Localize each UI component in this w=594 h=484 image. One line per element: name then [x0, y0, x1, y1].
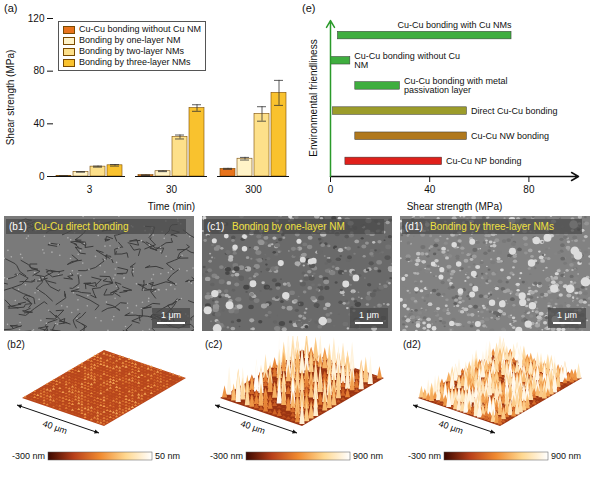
html-text:Bonding by one-layer NM: Bonding by one-layer NM — [79, 35, 181, 45]
svg-text:1 μm: 1 μm — [359, 310, 379, 320]
svg-text:1 μm: 1 μm — [161, 310, 181, 320]
svg-text:80: 80 — [33, 65, 45, 76]
svg-text:300: 300 — [245, 184, 262, 195]
svg-text:Cu-Cu bonding with Cu NMs: Cu-Cu bonding with Cu NMs — [397, 20, 512, 30]
html-text:Cu-Cu bonding without Cu NM: Cu-Cu bonding without Cu NM — [79, 24, 202, 34]
svg-text:Direct Cu-Cu bonding: Direct Cu-Cu bonding — [471, 106, 558, 116]
svg-text:3: 3 — [87, 184, 93, 195]
svg-text:Bonding by three-layer NMs: Bonding by three-layer NMs — [430, 221, 554, 232]
svg-text:-300 nm: -300 nm — [12, 451, 45, 461]
svg-text:Time (min): Time (min) — [148, 201, 195, 212]
html-text:(a): (a) — [4, 2, 18, 14]
svg-text:Cu-Cu direct bonding: Cu-Cu direct bonding — [34, 221, 129, 232]
svg-text:900 nm: 900 nm — [353, 451, 383, 461]
svg-text:-300 nm: -300 nm — [408, 451, 441, 461]
svg-text:(b1): (b1) — [9, 221, 27, 232]
html-text:(e): (e) — [302, 2, 316, 14]
svg-text:-300 nm: -300 nm — [210, 451, 243, 461]
svg-text:1 μm: 1 μm — [557, 310, 577, 320]
svg-text:40: 40 — [424, 184, 436, 195]
svg-text:(c2): (c2) — [205, 339, 222, 350]
svg-text:Shear strength (MPa): Shear strength (MPa) — [407, 201, 503, 212]
svg-text:Bonding by one-layer NM: Bonding by one-layer NM — [232, 221, 345, 232]
svg-text:(d2): (d2) — [403, 339, 421, 350]
svg-text:Cu-Cu bonding without CuNM: Cu-Cu bonding without CuNM — [354, 51, 460, 70]
html-text:Bonding by two-layer NMs: Bonding by two-layer NMs — [79, 46, 184, 56]
svg-text:40: 40 — [33, 118, 45, 129]
svg-text:(b2): (b2) — [7, 339, 25, 350]
svg-text:Cu-Cu bonding with metalpassiv: Cu-Cu bonding with metalpassivation laye… — [404, 76, 508, 95]
svg-text:(d1): (d1) — [405, 221, 423, 232]
svg-text:40 μm: 40 μm — [437, 418, 464, 436]
svg-text:Shear strength (MPa): Shear strength (MPa) — [5, 50, 16, 146]
svg-text:40 μm: 40 μm — [41, 418, 68, 436]
html-text:Environmental friendliness: Environmental friendliness — [307, 39, 319, 157]
svg-text:900 nm: 900 nm — [551, 451, 581, 461]
svg-text:0: 0 — [39, 171, 45, 182]
svg-text:50 nm: 50 nm — [155, 451, 180, 461]
svg-text:Cu-Cu NW bonding: Cu-Cu NW bonding — [471, 131, 549, 141]
svg-text:40 μm: 40 μm — [239, 418, 266, 436]
svg-text:Cu-Cu NP bonding: Cu-Cu NP bonding — [446, 156, 521, 166]
svg-text:0: 0 — [328, 184, 334, 195]
svg-text:80: 80 — [523, 184, 535, 195]
html-text:Bonding by three-layer NMs: Bonding by three-layer NMs — [79, 57, 191, 67]
svg-text:(c1): (c1) — [207, 221, 224, 232]
svg-text:120: 120 — [28, 13, 45, 24]
svg-text:30: 30 — [166, 184, 178, 195]
